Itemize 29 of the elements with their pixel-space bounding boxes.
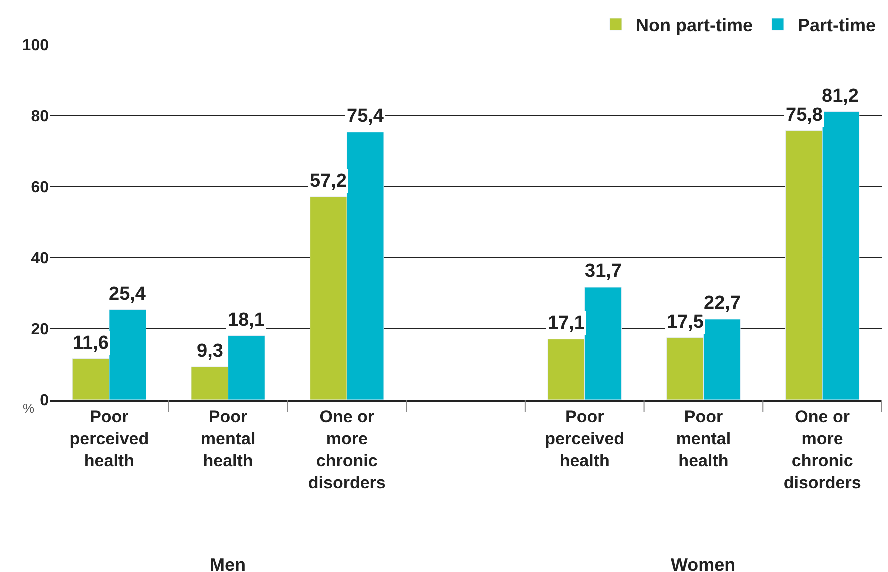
legend-label: Part-time (798, 15, 876, 36)
data-label: 25,4 (109, 284, 146, 305)
legend-label: Non part-time (636, 15, 753, 36)
data-label: 22,7 (704, 293, 741, 314)
y-tick-label: 80 (31, 108, 50, 126)
data-label: 18,1 (228, 310, 266, 331)
x-tick-label: Poor mental health (200, 407, 256, 471)
y-tick-label: 0 (40, 392, 50, 410)
y-tick-label: 20 (31, 322, 50, 339)
data-label: 75,8 (786, 105, 823, 126)
data-label: 31,7 (585, 261, 622, 282)
y-tick-label: 40 (31, 250, 50, 268)
x-tick-label: Poor perceived health (545, 407, 625, 471)
data-label: 17,5 (667, 312, 704, 333)
data-label: 9,3 (197, 341, 224, 362)
data-label: 11,6 (73, 333, 109, 354)
y-tick-label: 100 (22, 38, 50, 55)
data-label: 81,2 (822, 86, 859, 107)
y-axis-title: % (23, 401, 35, 416)
text: Women (671, 555, 736, 572)
x-tick-label: Poor perceived health (70, 407, 150, 471)
data-label: 57,2 (310, 171, 347, 192)
x-tick-label: Poor mental health (676, 407, 732, 471)
x-tick-label: One or more chronic disorders (784, 407, 862, 493)
data-label: 75,4 (347, 106, 384, 127)
y-tick-label: 60 (31, 180, 50, 197)
data-label: 17,1 (548, 313, 586, 334)
x-tick-label: One or more chronic disorders (308, 407, 386, 493)
text: Men (210, 555, 246, 572)
